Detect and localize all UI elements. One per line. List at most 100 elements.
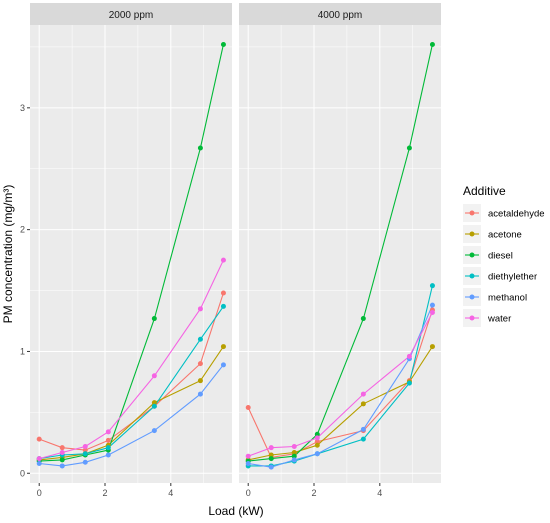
data-point-water (151, 373, 157, 379)
legend-key-point (469, 252, 475, 258)
legend-label-water: water (487, 314, 511, 325)
x-tick-label: 0 (246, 488, 251, 498)
data-point-diethylether (151, 403, 157, 409)
data-point-acetone (197, 378, 203, 384)
x-tick-label: 4 (377, 488, 382, 498)
data-point-acetaldehyde (197, 361, 203, 367)
data-point-acetone (291, 450, 297, 456)
data-point-diesel (59, 457, 65, 463)
x-tick-label: 4 (168, 488, 173, 498)
data-point-methanol (36, 461, 42, 467)
x-axis-ticks: 0 2 4 0 2 4 (37, 483, 382, 498)
data-point-water (105, 429, 111, 435)
data-point-diethylether (105, 445, 111, 451)
data-point-water (36, 456, 42, 462)
data-point-water (245, 453, 251, 459)
data-point-diesel (406, 145, 412, 151)
series-points-2000-ppm (36, 41, 226, 469)
data-point-acetone (360, 401, 366, 407)
legend-label-acetaldehyde: acetaldehyde (488, 209, 545, 220)
x-tick-label: 0 (37, 488, 42, 498)
strip-2000-ppm (30, 3, 232, 25)
legend-items: acetaldehyde acetone diesel diethylether met… (463, 204, 545, 327)
data-point-acetaldehyde (245, 404, 251, 410)
plot-area-2000-ppm (30, 25, 232, 483)
legend-title: Additive (463, 184, 506, 198)
data-point-methanol (151, 428, 157, 434)
strip-label-2000-ppm: 2000 ppm (109, 10, 153, 21)
data-point-diethylether (406, 380, 412, 386)
data-point-methanol (82, 459, 88, 465)
data-point-acetone (314, 442, 320, 448)
data-point-diesel (220, 41, 226, 47)
data-point-diesel (429, 41, 435, 47)
data-point-water (268, 445, 274, 451)
x-tick-label: 2 (103, 488, 108, 498)
panel-4000-ppm: 4000 ppm (239, 3, 441, 483)
data-point-acetone (268, 452, 274, 458)
data-point-acetaldehyde (82, 447, 88, 453)
legend-label-diethylether: diethylether (488, 272, 537, 283)
y-tick-label: 3 (20, 103, 25, 113)
data-point-diethylether (429, 283, 435, 289)
legend-label-diesel: diesel (488, 251, 513, 262)
x-axis-title: Load (kW) (208, 504, 263, 518)
legend-key-point (469, 210, 475, 216)
legend-item-diethylether: diethylether (463, 267, 537, 285)
legend-key-point (469, 294, 475, 300)
data-point-acetone (429, 344, 435, 350)
y-tick-label: 2 (20, 225, 25, 235)
legend-item-acetaldehyde: acetaldehyde (463, 204, 545, 222)
data-point-diethylether (360, 436, 366, 442)
strip-label-4000-ppm: 4000 ppm (318, 10, 362, 21)
data-point-acetaldehyde (220, 290, 226, 296)
legend-key-point (469, 231, 475, 237)
legend: Additive acetaldehyde acetone diesel diethy… (463, 184, 545, 327)
data-point-diesel (314, 431, 320, 437)
data-point-acetone (151, 400, 157, 406)
data-point-methanol (291, 457, 297, 463)
legend-key-point (469, 315, 475, 321)
data-point-diesel (151, 316, 157, 322)
data-point-diethylether (197, 336, 203, 342)
data-point-diesel (291, 453, 297, 459)
data-point-diesel (360, 316, 366, 322)
legend-item-acetone: acetone (463, 225, 522, 243)
strip-4000-ppm (239, 3, 441, 25)
panel-2000-ppm: 2000 ppm (30, 3, 232, 483)
data-point-acetaldehyde (59, 445, 65, 451)
data-point-water (59, 450, 65, 456)
data-point-diethylether (220, 303, 226, 309)
data-point-water (197, 306, 203, 312)
plot-area-4000-ppm (239, 25, 441, 483)
data-point-acetone (220, 344, 226, 350)
data-point-acetaldehyde (314, 439, 320, 445)
data-point-methanol (314, 451, 320, 457)
data-point-methanol (197, 391, 203, 397)
data-point-methanol (105, 452, 111, 458)
legend-item-water: water (463, 309, 511, 327)
grid-2000-ppm (30, 25, 232, 483)
legend-label-acetone: acetone (488, 230, 522, 241)
data-point-methanol (429, 302, 435, 308)
data-point-water (291, 443, 297, 449)
y-tick-label: 0 (20, 468, 25, 478)
y-tick-label: 1 (20, 346, 25, 356)
x-tick-label: 2 (312, 488, 317, 498)
data-point-diesel (268, 456, 274, 462)
data-point-methanol (245, 461, 251, 467)
data-point-acetaldehyde (36, 436, 42, 442)
y-axis-ticks: 0 1 2 3 (20, 103, 30, 478)
data-point-water (220, 257, 226, 263)
legend-item-methanol: methanol (463, 288, 527, 306)
data-point-methanol (360, 426, 366, 432)
series-points-4000-ppm (245, 41, 435, 470)
data-point-methanol (220, 362, 226, 368)
data-point-water (360, 391, 366, 397)
data-point-water (82, 443, 88, 449)
y-axis-title: PM concentration (mg/m³) (1, 185, 15, 324)
data-point-diesel (197, 145, 203, 151)
legend-key-point (469, 273, 475, 279)
data-point-acetaldehyde (105, 437, 111, 443)
